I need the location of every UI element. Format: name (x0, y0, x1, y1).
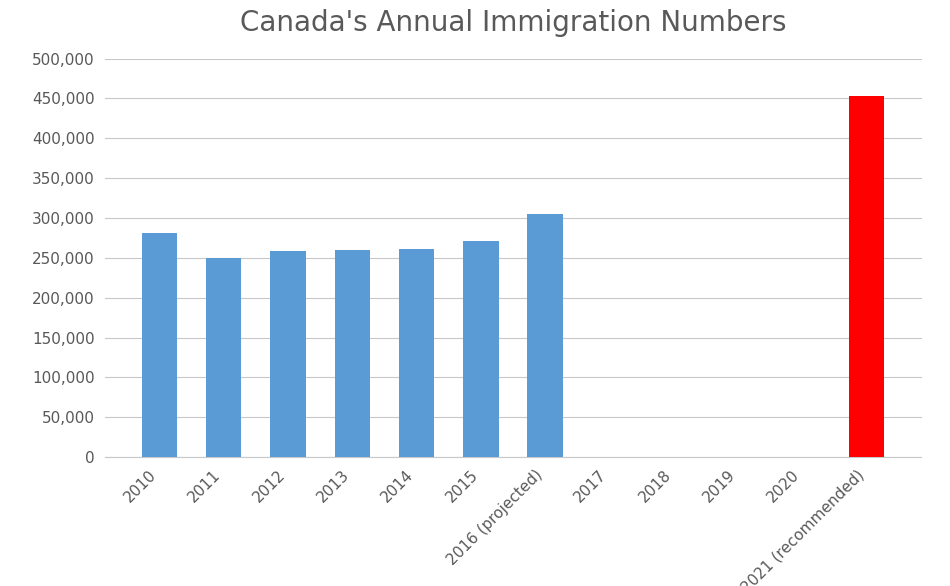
Bar (464, 241, 499, 457)
Bar (849, 96, 884, 457)
Bar (142, 233, 177, 457)
Bar (334, 250, 370, 457)
Bar (527, 214, 562, 457)
Bar (399, 249, 434, 457)
Bar (270, 251, 306, 457)
Title: Canada's Annual Immigration Numbers: Canada's Annual Immigration Numbers (239, 9, 787, 37)
Bar (206, 258, 241, 457)
